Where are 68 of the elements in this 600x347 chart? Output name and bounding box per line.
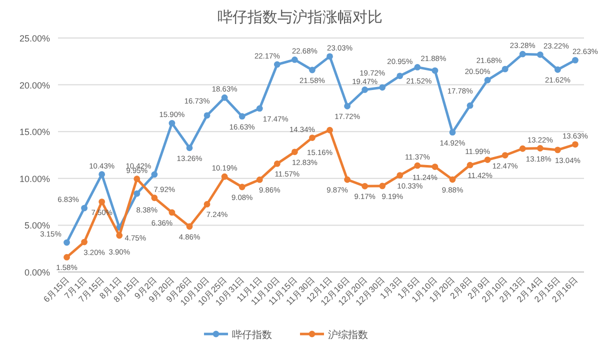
point [274,61,280,68]
y-tick-label: 0.00% [24,268,50,278]
point [134,190,140,197]
point [292,56,298,63]
point [238,184,246,190]
y-tick-label: 25.00% [19,34,50,44]
point [274,160,280,167]
point [204,201,210,208]
point [519,50,526,58]
point [396,72,404,80]
point [168,120,176,126]
point [362,182,368,190]
point [151,194,158,202]
point [449,129,456,136]
point [326,126,333,134]
point [536,145,544,152]
point [396,172,404,179]
point [344,176,350,183]
point [432,164,438,170]
point [502,152,508,158]
legend-label: 沪综指数 [328,329,368,341]
y-tick-label: 5.00% [24,220,50,231]
point [64,254,70,260]
point [98,198,106,205]
point [344,102,350,110]
point [81,238,88,246]
chart-title: 哔仔指数与沪指涨幅对比 [218,9,382,26]
point [221,94,228,101]
point [536,51,544,58]
point [519,145,526,152]
point [64,239,70,246]
point [449,176,456,183]
point [572,56,578,64]
point [116,232,123,239]
point [572,141,578,148]
y-tick-label: 15.00% [19,127,50,138]
point [186,144,193,152]
point [326,53,333,60]
y-tick-label: 10.00% [19,174,50,184]
point [466,162,474,168]
point [238,113,246,120]
point [484,156,491,163]
point [502,66,508,72]
point [362,86,368,93]
point [309,66,316,74]
point [186,223,193,230]
point [466,102,474,109]
point [484,76,491,84]
point [151,171,158,178]
point [256,176,263,183]
legend-label: 哔仔指数 [232,329,272,341]
point [309,134,316,141]
point [98,171,106,178]
y-tick-label: 20.00% [19,80,50,90]
point [414,64,421,70]
point [554,146,561,154]
point [221,173,228,180]
point [414,162,421,169]
point [134,176,140,182]
point [81,204,88,212]
point [204,112,210,119]
point [292,148,298,156]
point [379,182,386,190]
point [256,105,263,112]
point [168,209,176,216]
point [379,84,386,91]
point [432,67,438,74]
point [554,66,561,73]
